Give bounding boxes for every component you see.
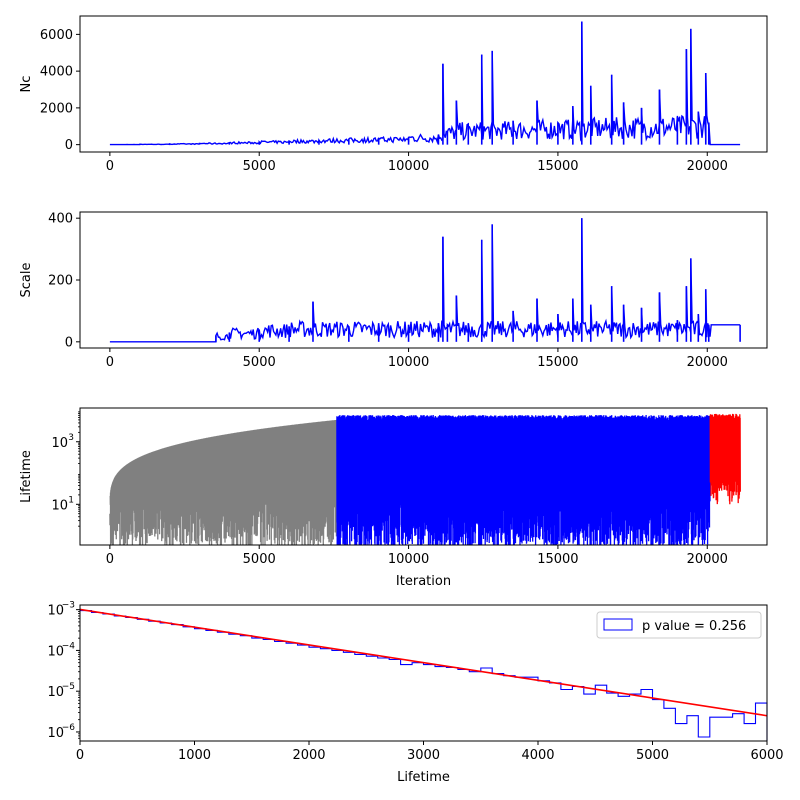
- x-tick-label: 15000: [537, 355, 578, 370]
- x-tick-label: 20000: [687, 159, 728, 174]
- x-tick-label: 4000: [521, 748, 554, 763]
- series-line: [109, 21, 741, 146]
- legend-label: p value = 0.256: [642, 619, 746, 634]
- x-tick-label: 6000: [750, 748, 783, 763]
- axes-frame: [79, 407, 768, 546]
- x-tick-label: 1000: [178, 748, 211, 763]
- series-line: [109, 218, 741, 343]
- fit-line: [79, 608, 768, 717]
- y-tick-label: 400: [48, 212, 73, 227]
- y-tick-label: 10: [47, 644, 64, 659]
- axes-frame: [79, 15, 768, 153]
- y-tick-label: 0: [65, 138, 73, 153]
- y-tick-exponent: −4: [62, 641, 76, 651]
- x-axis-label: Lifetime: [397, 770, 450, 785]
- y-axis-label: Nc: [19, 76, 34, 93]
- legend-box: [596, 611, 762, 639]
- lifetime-series-0000ff: [336, 414, 711, 545]
- x-tick-label: 15000: [537, 159, 578, 174]
- x-tick-label: 5000: [243, 552, 276, 567]
- x-tick-label: 5000: [243, 355, 276, 370]
- y-tick-label: 10: [47, 604, 64, 619]
- lifetime-series-808080: [109, 419, 338, 545]
- tick-base: 10: [51, 436, 68, 451]
- y-tick-label: 10: [47, 685, 64, 700]
- x-axis-label: Iteration: [396, 574, 451, 589]
- x-tick-label: 0: [106, 159, 114, 174]
- y-tick-exponent: −6: [62, 723, 76, 733]
- y-tick-exponent: −5: [62, 682, 75, 692]
- y-tick-exponent: 3: [68, 433, 74, 443]
- legend-swatch: [603, 618, 633, 631]
- x-tick-label: 0: [106, 355, 114, 370]
- lifetime-series-ff0000: [709, 413, 741, 505]
- legend: p value = 0.256: [596, 611, 762, 639]
- x-tick-label: 0: [76, 748, 84, 763]
- x-tick-label: 15000: [537, 552, 578, 567]
- y-tick-label: 10: [51, 498, 68, 513]
- y-tick-label: 4000: [40, 65, 73, 80]
- x-tick-label: 5000: [243, 159, 276, 174]
- x-tick-label: 10000: [388, 159, 429, 174]
- x-tick-label: 20000: [687, 355, 728, 370]
- x-tick-label: 20000: [687, 552, 728, 567]
- y-tick-label: 2000: [40, 101, 73, 116]
- y-tick-label: 10: [47, 726, 64, 741]
- y-tick-label: 10: [51, 436, 68, 451]
- x-tick-label: 0: [106, 552, 114, 567]
- x-tick-label: 10000: [388, 552, 429, 567]
- y-tick-exponent: −3: [62, 601, 75, 611]
- y-tick-exponent: 1: [68, 495, 74, 505]
- x-tick-label: 5000: [636, 748, 669, 763]
- panel-nc: 0 5000 10000 15000 20000 0 2000 4000 6000 Nc: [19, 15, 768, 174]
- y-tick-label: 0: [65, 335, 73, 350]
- panel-histogram: 0 1000 2000 3000 4000 5000 600010−610−510−410−…: [47, 601, 783, 785]
- y-axis-label: Lifetime: [19, 450, 34, 503]
- x-tick-label: 3000: [407, 748, 440, 763]
- x-tick-label: 2000: [292, 748, 325, 763]
- y-axis-label: Scale: [19, 263, 34, 298]
- x-tick-label: 10000: [388, 355, 429, 370]
- lifetime-traces: [109, 413, 741, 545]
- tick-base: 10: [51, 498, 68, 513]
- panel-scale: 0 5000 10000 15000 20000 0 200 400 Scale: [19, 211, 768, 370]
- y-tick-label: 200: [48, 274, 73, 289]
- y-tick-label: 6000: [40, 28, 73, 43]
